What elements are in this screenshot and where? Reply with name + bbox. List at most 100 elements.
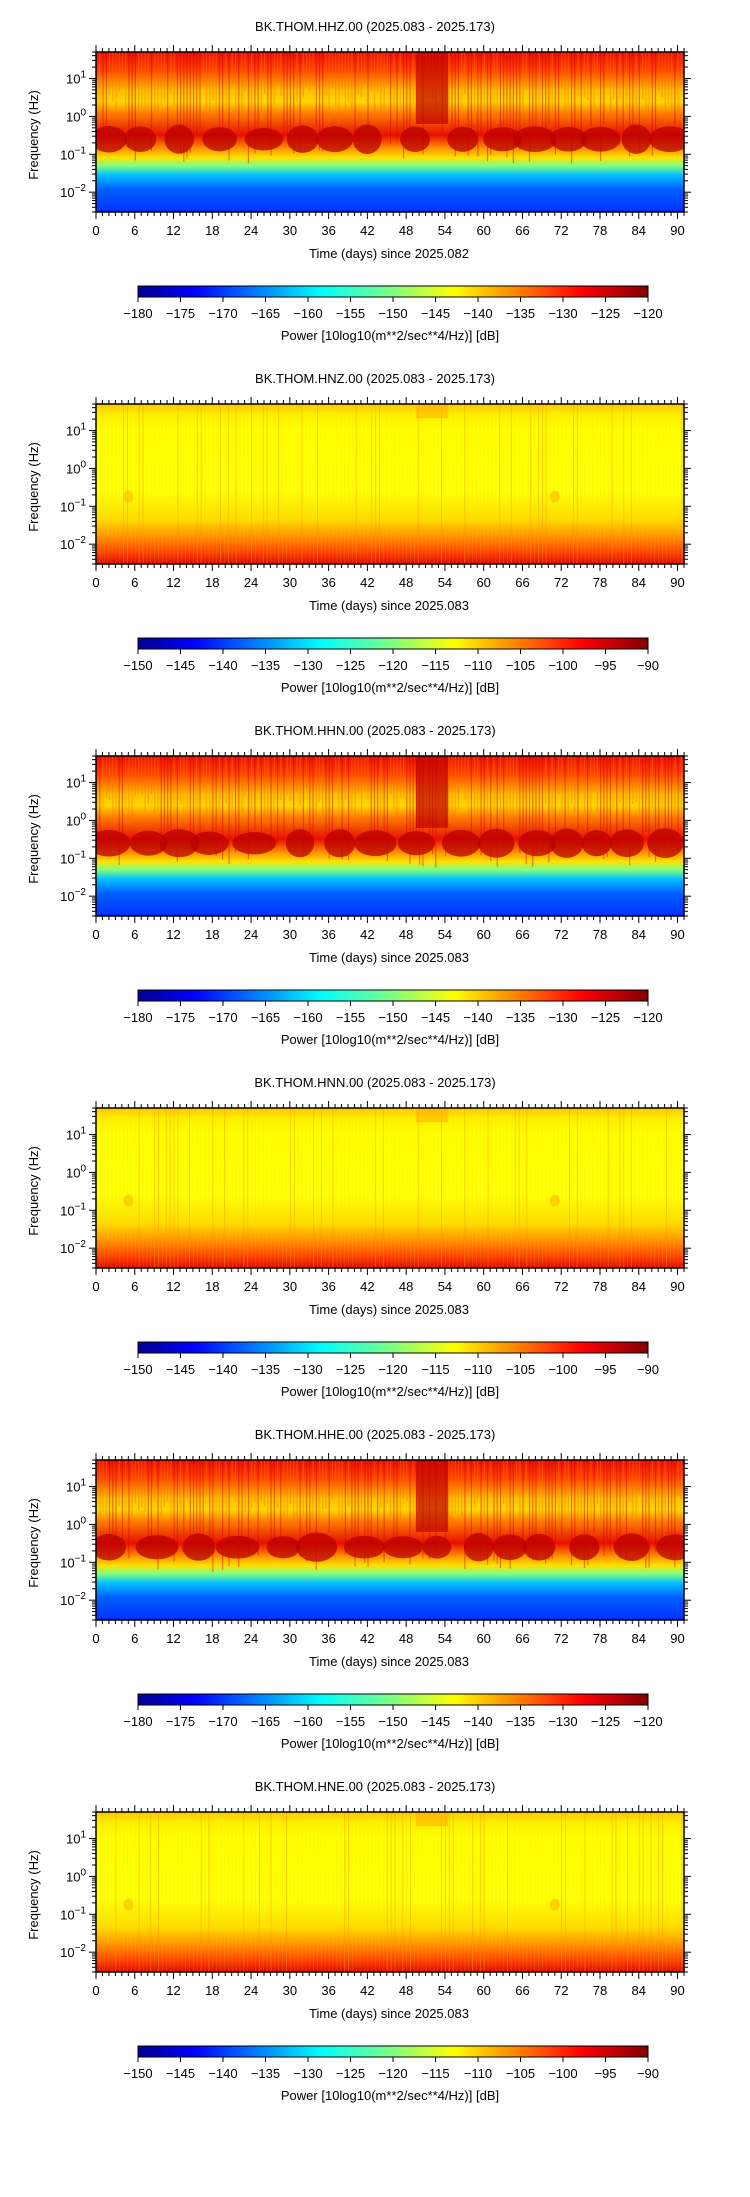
time-stripe bbox=[115, 1108, 117, 1268]
time-stripe bbox=[402, 52, 405, 159]
time-stripe bbox=[257, 1460, 259, 1556]
time-stripe bbox=[371, 404, 373, 564]
time-stripe bbox=[289, 1108, 291, 1268]
time-stripe bbox=[266, 1108, 268, 1268]
time-stripe bbox=[118, 52, 120, 92]
time-stripe bbox=[134, 52, 136, 161]
time-stripe bbox=[305, 1108, 307, 1268]
time-stripe bbox=[218, 756, 220, 813]
time-stripe bbox=[138, 404, 140, 564]
time-stripe bbox=[667, 756, 670, 840]
time-stripe bbox=[592, 1812, 594, 1972]
time-stripe bbox=[154, 1108, 156, 1268]
time-stripe bbox=[600, 52, 602, 161]
time-stripe bbox=[131, 52, 133, 136]
time-stripe bbox=[332, 404, 334, 564]
y-tick-label: 101 bbox=[66, 773, 86, 790]
time-stripe bbox=[228, 756, 230, 864]
time-stripe bbox=[186, 52, 188, 159]
colorbar-tick-label: −120 bbox=[378, 2066, 407, 2081]
time-stripe bbox=[506, 52, 508, 158]
time-stripe bbox=[225, 52, 227, 106]
time-stripe bbox=[119, 1108, 121, 1268]
time-stripe bbox=[584, 404, 586, 564]
time-stripe bbox=[293, 1812, 295, 1972]
time-stripe bbox=[607, 1812, 609, 1972]
time-stripe bbox=[340, 1108, 342, 1268]
time-stripe bbox=[518, 404, 520, 564]
time-stripe bbox=[565, 1812, 567, 1972]
time-stripe bbox=[344, 52, 346, 113]
time-stripe bbox=[530, 1108, 532, 1268]
x-tick-label: 60 bbox=[476, 1983, 490, 1998]
time-stripe bbox=[280, 756, 282, 801]
x-tick-label: 24 bbox=[244, 1279, 258, 1294]
y-tick-label: 10−2 bbox=[60, 1591, 86, 1608]
time-stripe bbox=[642, 52, 644, 99]
time-stripe bbox=[312, 756, 314, 839]
colorbar-tick-label: −135 bbox=[251, 1362, 280, 1377]
time-stripe bbox=[493, 756, 495, 811]
x-tick-label: 54 bbox=[438, 1279, 452, 1294]
colorbar-tick-label: −175 bbox=[166, 1714, 195, 1729]
time-stripe bbox=[658, 1108, 660, 1268]
x-tick-label: 78 bbox=[593, 1279, 607, 1294]
time-stripe bbox=[461, 1460, 463, 1516]
time-stripe bbox=[170, 1460, 172, 1522]
time-stripe bbox=[665, 404, 667, 564]
time-stripe bbox=[616, 1460, 618, 1548]
time-stripe bbox=[580, 404, 582, 564]
time-stripe bbox=[645, 52, 647, 112]
time-stripe bbox=[367, 756, 369, 800]
time-stripe bbox=[99, 404, 101, 564]
time-stripe bbox=[561, 1460, 563, 1535]
time-stripe bbox=[429, 1108, 431, 1268]
time-stripe bbox=[115, 404, 117, 564]
time-stripe bbox=[503, 756, 505, 845]
time-stripe bbox=[464, 1812, 466, 1972]
time-stripe bbox=[309, 1460, 311, 1542]
plot-frame bbox=[95, 403, 685, 565]
time-stripe bbox=[216, 1812, 218, 1972]
time-stripe bbox=[654, 756, 657, 862]
colorbar-tick-label: −125 bbox=[591, 306, 620, 321]
time-stripe bbox=[526, 1812, 528, 1972]
time-stripe bbox=[309, 1108, 311, 1268]
time-stripe bbox=[112, 756, 114, 822]
time-stripe bbox=[167, 52, 169, 144]
time-stripe bbox=[483, 1108, 485, 1268]
x-tick-label: 48 bbox=[399, 1983, 413, 1998]
time-stripe bbox=[472, 1108, 474, 1268]
time-stripe bbox=[590, 52, 592, 127]
time-stripe bbox=[681, 1812, 683, 1972]
time-stripe bbox=[173, 1108, 175, 1268]
colorbar-tick-label: −105 bbox=[506, 1362, 535, 1377]
x-axis-ticks: 0 6 12 18 24 30 36 42 48 54 60 66 72 78 84 90 bbox=[92, 397, 685, 590]
time-stripe bbox=[444, 404, 446, 564]
x-tick-label: 12 bbox=[166, 927, 180, 942]
time-stripe bbox=[130, 1108, 132, 1268]
time-stripe bbox=[105, 1460, 107, 1518]
time-stripe bbox=[196, 1108, 198, 1268]
x-tick-label: 12 bbox=[166, 575, 180, 590]
microseism-blob bbox=[215, 1535, 260, 1559]
microseism-blob bbox=[648, 126, 684, 153]
time-stripe bbox=[212, 1460, 214, 1572]
x-tick-label: 54 bbox=[438, 223, 452, 238]
time-stripe bbox=[638, 52, 640, 151]
time-stripe bbox=[181, 1108, 183, 1268]
time-stripe bbox=[341, 1460, 343, 1529]
time-stripe bbox=[635, 52, 637, 116]
time-stripe bbox=[664, 756, 666, 846]
time-stripe bbox=[662, 404, 664, 564]
x-tick-label: 36 bbox=[321, 1631, 335, 1646]
time-stripe bbox=[316, 1812, 318, 1972]
time-stripe bbox=[616, 52, 618, 137]
time-stripe bbox=[665, 1812, 667, 1972]
time-stripe bbox=[632, 756, 634, 804]
time-stripe bbox=[382, 404, 384, 564]
time-stripe bbox=[394, 404, 396, 564]
time-stripe bbox=[629, 52, 631, 157]
colorbar-tick-label: −165 bbox=[251, 1010, 280, 1025]
time-stripe bbox=[99, 756, 101, 838]
